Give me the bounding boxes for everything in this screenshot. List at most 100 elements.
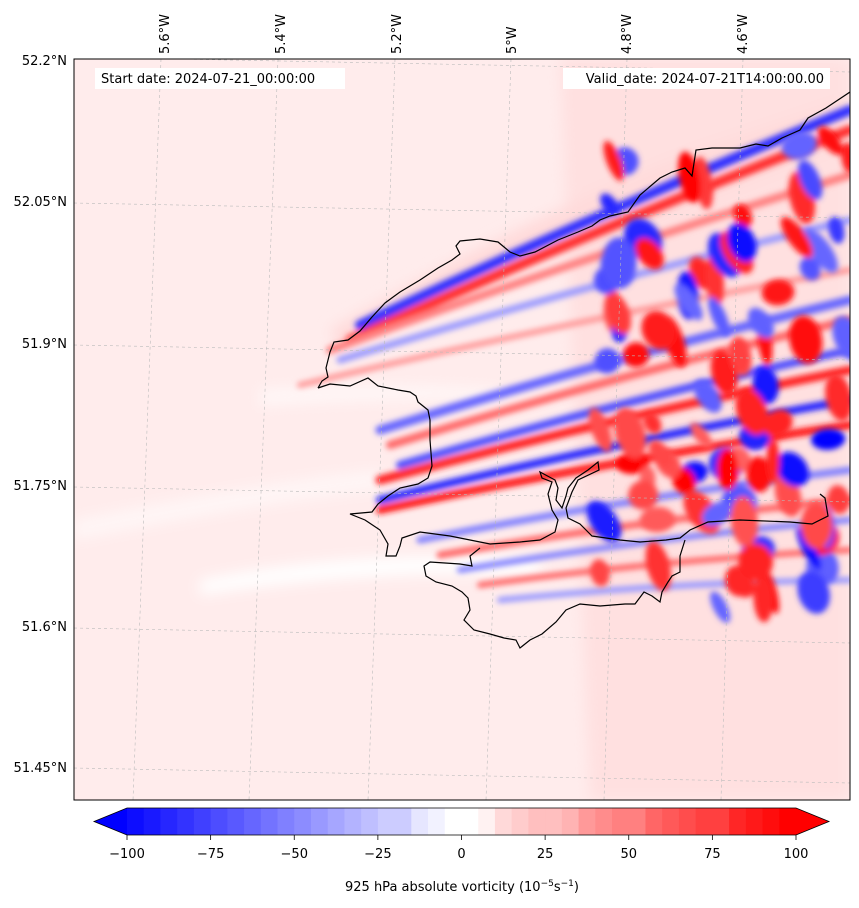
- colorbar-segment: [428, 808, 446, 835]
- lat-labels: 52.2°N 52.05°N 51.9°N 51.75°N 51.6°N 51.…: [14, 54, 67, 776]
- colorbar-label: 925 hPa absolute vorticity (10−5s−1): [345, 879, 579, 895]
- colorbar-segment: [444, 808, 463, 835]
- vorticity-cell: [588, 407, 612, 452]
- vorticity-cell: [590, 559, 610, 587]
- vorticity-cell: [825, 373, 850, 422]
- vorticity-cell: [797, 570, 830, 614]
- lat-label: 51.9°N: [22, 337, 67, 352]
- vorticity-cell: [803, 228, 838, 273]
- colorbar-segment: [294, 808, 312, 835]
- colorbar-ticks: −100 −75 −50 −25 0 25 50 75 100: [109, 835, 808, 862]
- vorticity-cell: [763, 409, 793, 438]
- vorticity-cell: [601, 237, 637, 289]
- coastline-south: [423, 539, 686, 649]
- vorticity-cell: [614, 408, 647, 459]
- vorticity-cell: [748, 307, 774, 339]
- colorbar-tick-label: 50: [620, 847, 637, 862]
- colorbar-tick-label: 25: [537, 847, 554, 862]
- vorticity-cell: [727, 223, 757, 262]
- coastline-north: [317, 91, 850, 389]
- vorticity-cell: [828, 216, 845, 244]
- vorticity-cell: [690, 422, 712, 448]
- colorbar-segment: [545, 808, 563, 835]
- colorbar-segment: [612, 808, 630, 835]
- vorticity-streak: [396, 346, 850, 469]
- vorticity-streak: [336, 216, 850, 364]
- colorbar-tick-label: −25: [364, 847, 391, 862]
- vorticity-cell: [788, 315, 823, 364]
- vorticity-cell: [641, 310, 677, 350]
- colorbar-segment: [729, 808, 747, 835]
- vorticity-cell: [708, 296, 730, 337]
- colorbar-segment: [745, 808, 764, 835]
- colorbar-segment: [494, 808, 513, 835]
- colorbar: −100 −75 −50 −25 0 25 50 75 100 925 hPa absolute…: [92, 807, 831, 895]
- vorticity-cell: [628, 480, 659, 510]
- vorticity-cell: [738, 543, 774, 581]
- vorticity-cell: [603, 140, 624, 181]
- vorticity-cell: [797, 160, 823, 200]
- valid-date-box: [563, 68, 830, 89]
- colorbar-segment: [561, 808, 580, 835]
- vorticity-cell: [701, 501, 732, 527]
- vorticity-cell: [710, 591, 731, 623]
- vorticity-cell: [639, 506, 676, 533]
- colorbar-segment: [327, 808, 346, 835]
- vorticity-cell: [775, 451, 809, 487]
- colorbar-tick-label: 0: [457, 847, 465, 862]
- lat-label: 51.45°N: [14, 761, 67, 776]
- colorbar-segment: [411, 808, 429, 835]
- colorbar-segment: [127, 808, 145, 835]
- vorticity-cell: [616, 452, 650, 475]
- map-panel: Start date: 2024-07-21_00:00:00 Valid_da…: [74, 59, 850, 800]
- vorticity-cell: [674, 283, 703, 321]
- colorbar-segment: [628, 808, 647, 835]
- vorticity-cell: [817, 126, 843, 155]
- colorbar-segment: [394, 808, 412, 835]
- coastline-west: [317, 377, 829, 557]
- start-date-text: Start date: 2024-07-21_00:00:00: [101, 72, 315, 87]
- vorticity-cell: [752, 366, 779, 405]
- colorbar-tick-label: −75: [197, 847, 224, 862]
- vorticity-cell: [643, 412, 662, 434]
- vorticity-cell: [600, 193, 619, 215]
- lon-label: 5.4°W: [274, 14, 289, 54]
- lon-label: 4.8°W: [620, 14, 635, 54]
- colorbar-segment: [678, 808, 697, 835]
- colorbar-segment: [377, 808, 396, 835]
- colorbar-segment: [762, 808, 780, 835]
- colorbar-segment: [160, 808, 178, 835]
- colorbar-segment: [260, 808, 279, 835]
- colorbar-segment: [361, 808, 379, 835]
- vorticity-cell: [635, 238, 664, 270]
- colorbar-tick-label: −50: [281, 847, 308, 862]
- colorbar-extend-max: [796, 808, 829, 835]
- colorbar-segment: [244, 808, 262, 835]
- vorticity-cell: [800, 501, 833, 549]
- colorbar-segment: [210, 808, 228, 835]
- vorticity-cell: [623, 342, 650, 368]
- vorticity-cell: [761, 279, 795, 306]
- start-date-box: [95, 68, 345, 89]
- vorticity-streak: [376, 421, 850, 514]
- colorbar-segment: [478, 808, 496, 835]
- lon-label: 4.6°W: [736, 14, 751, 54]
- colorbar-segment: [193, 808, 212, 835]
- lat-label: 51.75°N: [14, 479, 67, 494]
- colorbar-tick-label: −100: [109, 847, 145, 862]
- vorticity-cell: [735, 388, 769, 435]
- lon-label: 5.2°W: [390, 14, 405, 54]
- vorticity-cell: [648, 439, 671, 467]
- vorticity-cell: [586, 500, 622, 543]
- colorbar-segment: [578, 808, 596, 835]
- colorbar-segments: [127, 808, 797, 835]
- lat-label: 51.6°N: [22, 620, 67, 635]
- colorbar-segment: [227, 808, 245, 835]
- lon-label: 5°W: [505, 26, 520, 54]
- vorticity-cell: [729, 336, 752, 376]
- colorbar-tick-label: 100: [784, 847, 809, 862]
- colorbar-tick-label: 75: [704, 847, 721, 862]
- colorbar-segment: [344, 808, 362, 835]
- colorbar-segment: [143, 808, 162, 835]
